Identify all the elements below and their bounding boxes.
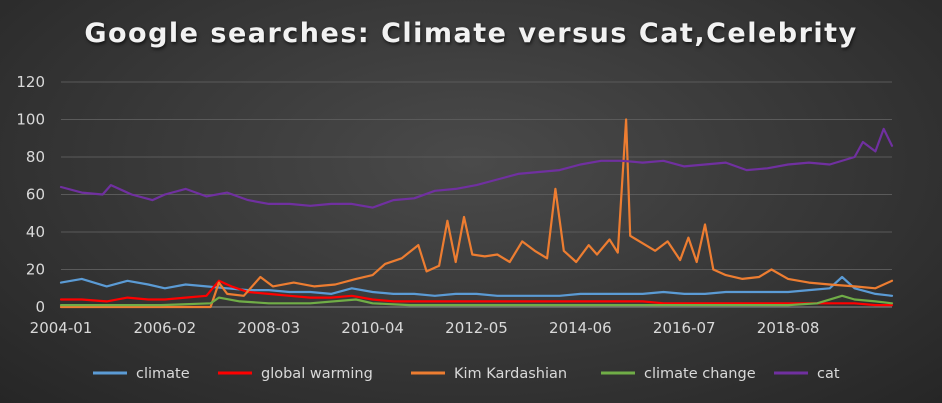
- y-tick-label: 40: [26, 223, 45, 241]
- legend-label: climate: [136, 366, 190, 382]
- series-line-kim-kardashian: [59, 118, 894, 309]
- legend: climate global warming Kim Kardashian clima…: [93, 366, 840, 382]
- x-axis-tick-labels: 2004-01 2006-02 2008-03 2010-04 2012-05 2014-…: [30, 319, 820, 337]
- x-tick-label: 2006-02: [134, 319, 197, 337]
- series-line-climate-change: [59, 294, 894, 307]
- x-tick-label: 2014-06: [549, 319, 612, 337]
- y-tick-label: 120: [16, 73, 45, 91]
- legend-label: Kim Kardashian: [454, 366, 567, 382]
- x-tick-label: 2010-04: [341, 319, 404, 337]
- y-tick-label: 20: [26, 261, 45, 279]
- x-tick-label: 2018-08: [757, 319, 820, 337]
- series-line-climate: [59, 275, 894, 297]
- x-tick-label: 2004-01: [30, 319, 93, 337]
- x-tick-label: 2008-03: [237, 319, 300, 337]
- series-line-cat: [59, 127, 894, 209]
- chart-title: Google searches: Climate versus Cat,Cele…: [84, 18, 858, 49]
- y-tick-label: 100: [16, 111, 45, 129]
- y-tick-label: 80: [26, 148, 45, 166]
- x-tick-label: 2016-07: [653, 319, 716, 337]
- legend-label: cat: [817, 366, 840, 382]
- y-axis-tick-labels: 0 20 40 60 80 100 120: [16, 73, 45, 316]
- series-line-global-warming: [59, 279, 894, 307]
- legend-label: climate change: [644, 366, 756, 382]
- y-tick-label: 60: [26, 186, 45, 204]
- y-tick-label: 0: [35, 298, 45, 316]
- x-tick-label: 2012-05: [445, 319, 508, 337]
- series-lines: [59, 118, 894, 309]
- legend-label: global warming: [261, 366, 373, 382]
